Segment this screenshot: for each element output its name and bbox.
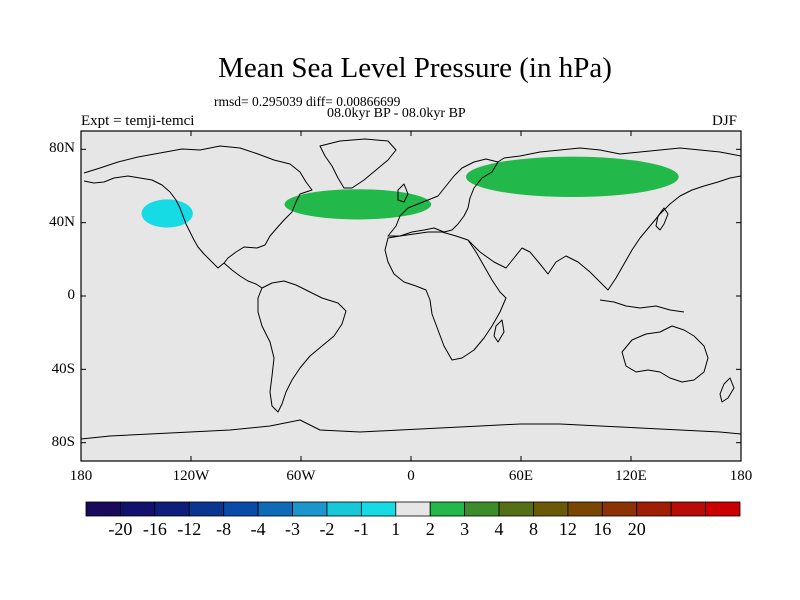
chart-title: Mean Sea Level Pressure (in hPa) bbox=[218, 52, 612, 84]
lon-label-120e: 120E bbox=[615, 468, 647, 484]
colorbar bbox=[85, 501, 741, 517]
colorbar-swatch bbox=[567, 501, 603, 517]
colorbar-label: 20 bbox=[627, 519, 646, 539]
lon-label-60e: 60E bbox=[508, 468, 534, 484]
lon-label-0: 0 bbox=[407, 468, 415, 484]
colorbar-swatch bbox=[601, 501, 638, 517]
lon-label-180e: 180 bbox=[729, 468, 753, 484]
experiment-label: Expt = temji-temci bbox=[81, 113, 195, 129]
colorbar-swatch bbox=[670, 501, 706, 517]
colorbar-swatch bbox=[326, 501, 362, 517]
colorbar-label: -1 bbox=[353, 519, 369, 539]
colorbar-swatch bbox=[395, 501, 431, 517]
axis-ticks bbox=[80, 131, 742, 461]
colorbar-label: 12 bbox=[558, 519, 577, 539]
lat-label-40s: 40S bbox=[51, 361, 75, 377]
colorbar-swatch bbox=[464, 501, 500, 517]
coastline-europe bbox=[387, 158, 499, 237]
colorbar-swatch bbox=[188, 501, 225, 517]
siberian-high-anomaly bbox=[465, 156, 679, 197]
colorbar-swatch bbox=[533, 501, 569, 517]
coastline-antarctica bbox=[80, 419, 742, 440]
coastline-south-america bbox=[257, 280, 347, 413]
coastline-africa bbox=[384, 231, 507, 361]
colorbar-label: 2 bbox=[425, 519, 435, 539]
colorbar-swatch bbox=[257, 501, 293, 517]
colorbar-label: -20 bbox=[108, 519, 133, 539]
colorbar-label: 3 bbox=[460, 519, 470, 539]
coastline-indonesia bbox=[599, 299, 685, 313]
coastline-british-isles bbox=[397, 183, 409, 203]
colorbar-label: 8 bbox=[528, 519, 538, 539]
colorbar-label: 16 bbox=[593, 519, 612, 539]
colorbar-label: -3 bbox=[285, 519, 301, 539]
north-pacific-low-anomaly bbox=[141, 199, 193, 228]
colorbar-swatch bbox=[292, 501, 328, 517]
lat-label-80s: 80S bbox=[51, 434, 75, 450]
lat-label-80n: 80N bbox=[49, 140, 75, 156]
north-atlantic-high-anomaly bbox=[284, 189, 432, 220]
colorbar-swatch bbox=[120, 501, 156, 517]
lon-label-60w: 60W bbox=[286, 468, 316, 484]
anomaly-layer bbox=[141, 156, 679, 228]
lon-label-120w: 120W bbox=[172, 468, 210, 484]
season-label: DJF bbox=[712, 113, 738, 129]
lat-label-equator: 0 bbox=[67, 287, 76, 303]
coastline-greenland bbox=[319, 138, 397, 189]
colorbar-label: -8 bbox=[216, 519, 232, 539]
stats-line: rmsd= 0.295039 diff= 0.00866699 bbox=[214, 94, 401, 109]
coastline-north-america bbox=[83, 145, 313, 269]
colorbar-swatch bbox=[636, 501, 672, 517]
colorbar-label: -16 bbox=[142, 519, 167, 539]
coastline-japan bbox=[655, 207, 669, 231]
colorbar-swatch bbox=[429, 501, 466, 517]
coastlines bbox=[80, 138, 742, 440]
coastline-new-zealand bbox=[719, 377, 735, 403]
colorbar-label: -2 bbox=[319, 519, 335, 539]
colorbar-swatch bbox=[705, 501, 741, 517]
colorbar-label: 1 bbox=[391, 519, 401, 539]
colorbar-swatch bbox=[154, 501, 190, 517]
coastline-australia bbox=[621, 325, 709, 383]
coastline-central-america bbox=[223, 262, 263, 289]
colorbar-swatch bbox=[85, 501, 121, 517]
period-line: 08.0kyr BP - 08.0kyr BP bbox=[327, 106, 466, 121]
colorbar-swatch bbox=[360, 501, 397, 517]
colorbar-label: 4 bbox=[494, 519, 504, 539]
colorbar-label: -4 bbox=[250, 519, 266, 539]
lat-label-40n: 40N bbox=[49, 214, 75, 230]
lon-label-180w: 180 bbox=[69, 468, 93, 484]
coastline-madagascar bbox=[493, 319, 505, 343]
colorbar-label: -12 bbox=[177, 519, 202, 539]
colorbar-swatch bbox=[498, 501, 534, 517]
colorbar-swatch bbox=[223, 501, 259, 517]
